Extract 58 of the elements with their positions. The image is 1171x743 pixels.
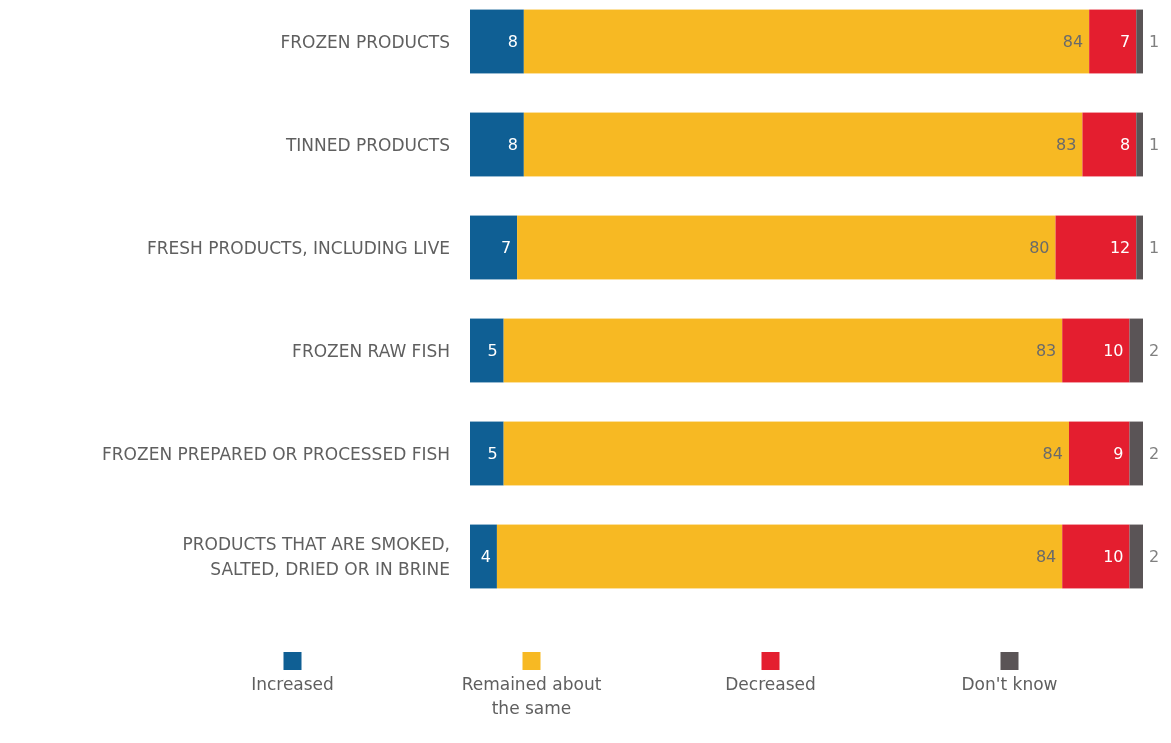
data-label: 12 (1109, 238, 1131, 257)
y-tick-label: TINNED PRODUCTS (284, 134, 450, 155)
bar (1062, 524, 1130, 589)
y-tick-label: FRESH PRODUCTS, INCLUDING LIVE (146, 237, 450, 258)
bar (1089, 9, 1137, 74)
data-label: 7 (1120, 32, 1131, 51)
bar (503, 421, 1069, 486)
bar (1129, 318, 1143, 383)
bar (470, 318, 504, 383)
y-tick-label: FROZEN PREPARED OR PROCESSED FISH (102, 443, 450, 464)
bar (1068, 421, 1130, 486)
data-label: 2 (1149, 547, 1160, 566)
bar (523, 9, 1090, 74)
bar (517, 215, 1056, 280)
data-label: 5 (487, 444, 498, 463)
bar (1062, 318, 1130, 383)
bar (1129, 524, 1143, 589)
bar (496, 524, 1063, 589)
bar (470, 112, 524, 177)
data-label: 2 (1149, 341, 1160, 360)
bar (470, 215, 518, 280)
bar (1082, 112, 1137, 177)
data-label: 9 (1113, 444, 1124, 463)
bar (523, 112, 1083, 177)
data-label: 4 (480, 547, 491, 566)
data-label: 8 (507, 135, 518, 154)
bar (1129, 421, 1143, 486)
bar (470, 524, 497, 589)
y-tick-label: PRODUCTS THAT ARE SMOKED, SALTED, DRIED OR IN BRINE (182, 534, 450, 579)
legend-label: Decreased (725, 674, 816, 694)
data-label: 8 (507, 32, 518, 51)
data-label: 84 (1035, 547, 1057, 566)
y-tick-label: FROZEN RAW FISH (292, 340, 450, 361)
data-label: 8 (1120, 135, 1131, 154)
data-label: 80 (1029, 238, 1050, 257)
bar (1136, 215, 1143, 280)
data-label: 7 (500, 238, 512, 257)
data-label: 83 (1056, 135, 1077, 154)
data-label: 2 (1149, 444, 1160, 463)
data-label: 1 (1149, 238, 1160, 257)
bar (470, 421, 504, 486)
bar (1055, 215, 1137, 280)
bar (470, 9, 524, 74)
data-label: 84 (1062, 32, 1084, 51)
legend-label: Don't know (961, 674, 1058, 694)
data-label: 1 (1149, 32, 1160, 51)
data-label: 10 (1103, 547, 1124, 566)
data-label: 83 (1035, 341, 1057, 360)
legend-label: Remained about the same (461, 674, 602, 718)
data-label: 84 (1042, 444, 1063, 463)
data-label: 5 (487, 341, 498, 360)
bar (1136, 112, 1143, 177)
bar (503, 318, 1063, 383)
data-label: 10 (1103, 341, 1124, 360)
bar (1136, 9, 1143, 74)
legend-label: Increased (251, 674, 334, 694)
y-tick-label: FROZEN PRODUCTS (280, 31, 450, 52)
data-label: 1 (1149, 135, 1160, 154)
